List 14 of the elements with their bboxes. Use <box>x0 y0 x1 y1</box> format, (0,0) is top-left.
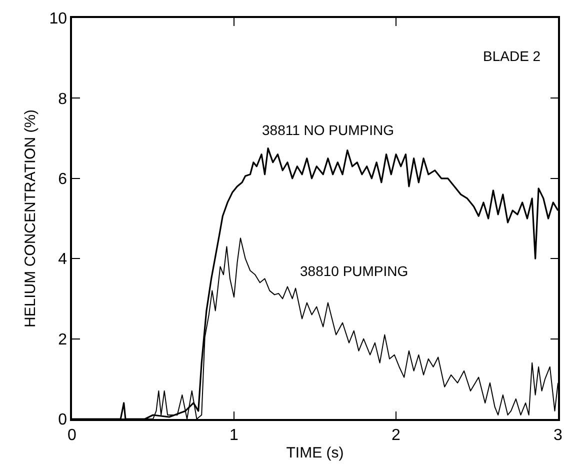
y-tick-label: 2 <box>58 331 68 348</box>
y-tick-label: 4 <box>58 251 68 268</box>
x-tick-label: 2 <box>392 426 401 444</box>
series-label: 38811 NO PUMPING <box>262 122 394 138</box>
annotation: BLADE 2 <box>483 48 541 64</box>
series-label: 38810 PUMPING <box>300 263 408 279</box>
y-tick-label: 10 <box>49 10 68 28</box>
y-tick-label: 8 <box>58 90 68 108</box>
y-tick-label: 0 <box>58 412 68 429</box>
x-tick-label: 1 <box>230 426 239 444</box>
x-tick-label: 3 <box>554 426 563 444</box>
y-axis-title: HELIUM CONCENTRATION (%) <box>22 109 40 328</box>
x-axis-title: TIME (s) <box>286 444 344 462</box>
y-tick-label: 6 <box>58 171 68 188</box>
